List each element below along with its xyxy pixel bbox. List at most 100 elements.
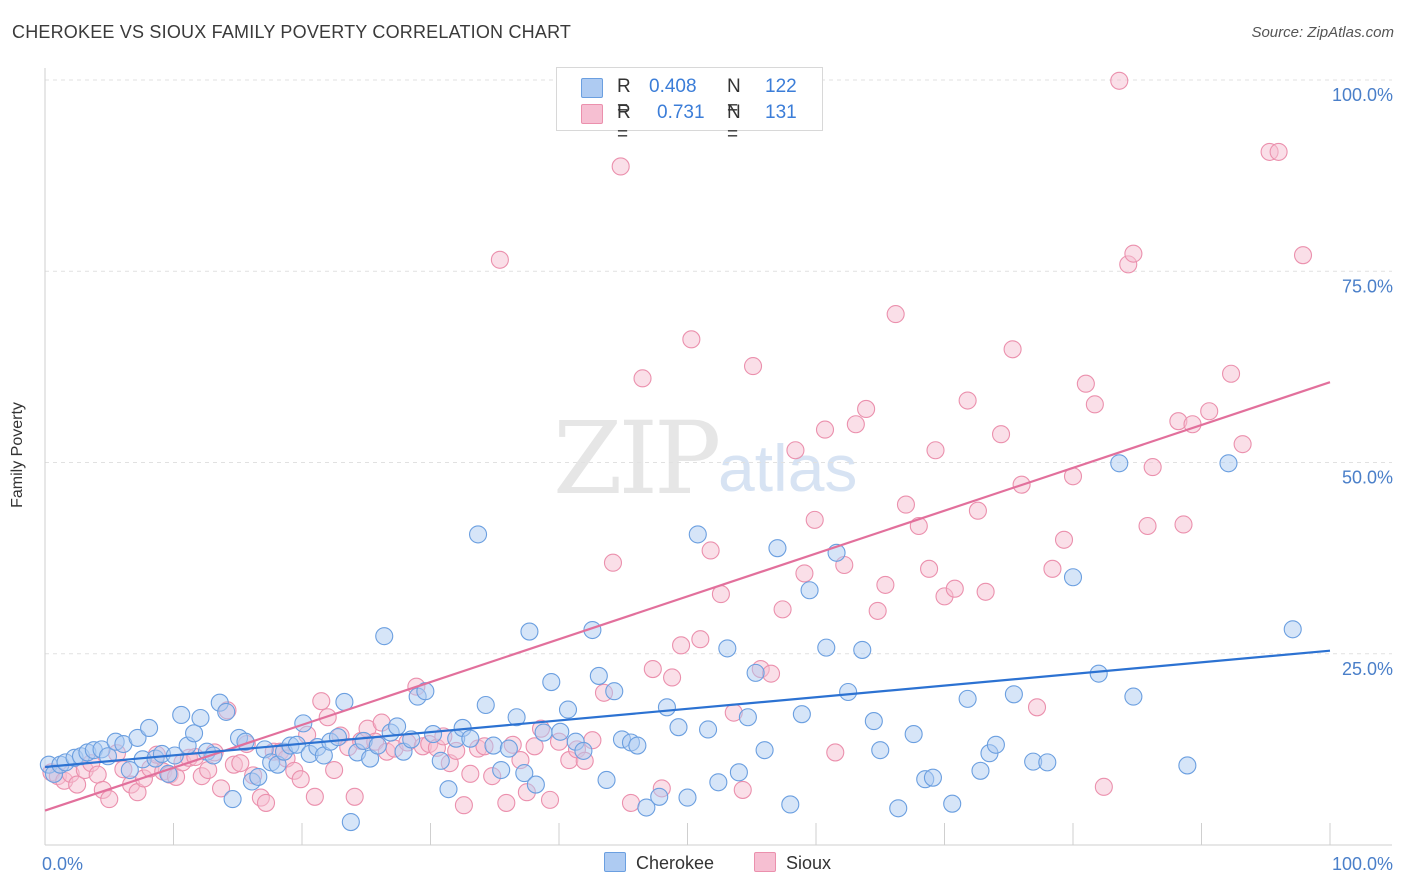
point-sioux <box>325 760 344 780</box>
point-cherokee <box>476 695 495 715</box>
point-cherokee <box>923 768 942 787</box>
legend-swatch-cherokee <box>581 78 603 98</box>
point-sioux <box>1043 559 1062 578</box>
point-sioux <box>896 495 916 514</box>
point-sioux <box>211 779 231 798</box>
point-cherokee <box>191 708 210 728</box>
point-sioux <box>761 664 781 683</box>
point-sioux <box>805 510 824 529</box>
point-sioux <box>497 793 516 812</box>
point-cherokee <box>128 728 147 747</box>
point-sioux <box>1293 246 1313 265</box>
point-cherokee <box>431 751 450 770</box>
point-sioux <box>1094 777 1113 796</box>
point-sioux <box>1174 515 1193 534</box>
point-cherokee <box>800 581 819 600</box>
point-sioux <box>691 630 710 649</box>
point-sioux <box>733 780 752 799</box>
point-sioux <box>663 668 682 687</box>
point-cherokee <box>864 712 883 731</box>
point-cherokee <box>871 741 890 760</box>
point-sioux <box>868 601 887 620</box>
point-sioux <box>461 764 480 783</box>
point-cherokee <box>424 725 443 744</box>
point-cherokee <box>839 682 858 702</box>
bottom-legend-cherokee: Cherokee <box>604 852 714 874</box>
legend-r-label: R = <box>617 102 631 145</box>
point-cherokee <box>699 720 718 739</box>
point-cherokee <box>507 708 526 727</box>
legend-r-label: R = <box>617 76 631 119</box>
point-sioux <box>846 415 865 434</box>
point-cherokee <box>172 705 191 725</box>
point-sioux <box>945 579 964 598</box>
point-cherokee <box>817 638 836 657</box>
point-sioux <box>1222 364 1241 383</box>
legend-n-label: N = <box>727 102 741 145</box>
point-cherokee <box>223 790 242 809</box>
point-sioux <box>643 659 662 679</box>
point-cherokee <box>526 775 545 794</box>
point-sioux <box>1085 395 1104 414</box>
point-cherokee <box>375 627 394 646</box>
point-cherokee <box>558 700 578 719</box>
point-sioux <box>1110 71 1129 90</box>
point-sioux <box>1233 435 1252 454</box>
point-cherokee <box>628 736 647 755</box>
point-sioux <box>540 790 560 809</box>
point-cherokee <box>1089 664 1108 683</box>
correlation-legend: R = 0.408 N = 122 R = 0.731 N = 131 <box>556 67 823 145</box>
x-tick-label: 0.0% <box>42 854 83 874</box>
point-sioux <box>701 541 720 560</box>
point-cherokee <box>520 622 539 641</box>
legend-n-label: N = <box>727 76 741 119</box>
point-sioux <box>773 600 792 619</box>
point-sioux <box>815 420 835 439</box>
point-cherokee <box>943 794 962 813</box>
point-cherokee <box>650 787 669 806</box>
point-sioux <box>1054 530 1074 549</box>
point-sioux <box>968 501 987 520</box>
point-sioux <box>1138 516 1157 536</box>
y-tick-label: 25.0% <box>1342 659 1393 679</box>
point-sioux <box>454 796 473 815</box>
point-sioux <box>1003 340 1022 359</box>
point-cherokee <box>1283 620 1302 639</box>
source-label: Source: ZipAtlas.com <box>1251 24 1394 41</box>
point-sioux <box>682 330 701 349</box>
point-cherokee <box>499 739 518 758</box>
point-sioux <box>611 157 630 176</box>
y-tick-label: 100.0% <box>1332 85 1393 105</box>
point-sioux <box>525 737 544 756</box>
point-sioux <box>345 787 364 806</box>
bottom-legend-sioux: Sioux <box>754 852 831 874</box>
point-sioux <box>672 636 691 655</box>
point-cherokee <box>718 639 737 658</box>
point-cherokee <box>551 722 570 741</box>
point-sioux <box>1200 402 1219 421</box>
point-sioux <box>256 793 276 812</box>
legend-r-value: 0.731 <box>657 102 705 123</box>
bottom-legend-label-cherokee: Cherokee <box>636 853 715 873</box>
point-cherokee <box>589 666 608 685</box>
point-sioux <box>312 692 331 711</box>
point-cherokee <box>368 736 387 755</box>
point-sioux <box>305 787 324 806</box>
point-cherokee <box>534 723 553 742</box>
point-cherokee <box>388 717 407 736</box>
point-cherokee <box>185 724 204 743</box>
point-sioux <box>1143 458 1162 477</box>
bottom-legend-label-sioux: Sioux <box>786 853 832 873</box>
point-cherokee <box>574 741 593 760</box>
point-cherokee <box>1004 685 1023 704</box>
point-cherokee <box>1110 454 1129 473</box>
bottom-legend-swatch-sioux <box>754 852 776 872</box>
point-cherokee <box>468 525 488 544</box>
legend-n-value: 131 <box>765 102 797 123</box>
point-cherokee <box>515 764 534 783</box>
watermark-atlas: atlas <box>718 431 858 505</box>
point-sioux <box>876 575 895 594</box>
point-cherokee <box>140 718 159 738</box>
point-cherokee <box>542 673 561 692</box>
